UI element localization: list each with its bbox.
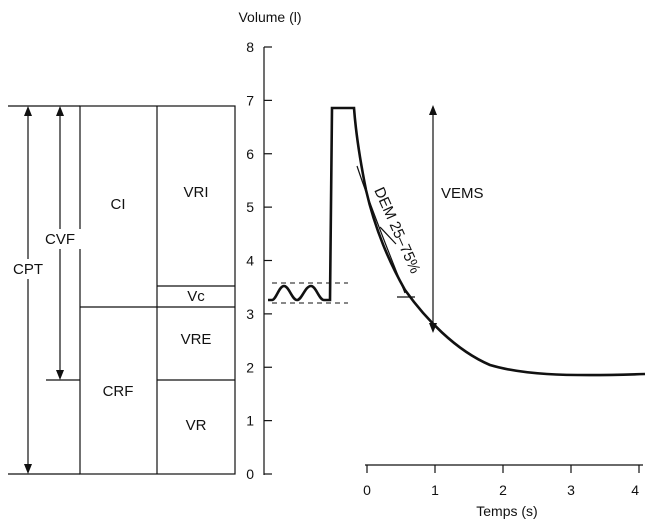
label-cvf: CVF bbox=[45, 231, 75, 248]
y-tick-label: 2 bbox=[246, 359, 254, 375]
y-axis-title: Volume (l) bbox=[238, 9, 301, 25]
label-vr: VR bbox=[186, 417, 207, 434]
cpt-arrow-head-up bbox=[24, 106, 32, 116]
y-tick-label: 5 bbox=[246, 199, 254, 215]
label-vri: VRI bbox=[183, 184, 208, 201]
x-tick-label: 3 bbox=[567, 482, 575, 498]
label-vc: Vc bbox=[187, 288, 205, 305]
x-axis: 0 1 2 3 4 Temps (s) bbox=[363, 464, 643, 519]
spirometry-curve: DEM 25–75% bbox=[268, 106, 646, 377]
y-tick-label: 0 bbox=[246, 466, 254, 482]
x-axis-title: Temps (s) bbox=[476, 503, 537, 519]
y-ticks: 0 1 2 3 4 5 6 7 8 bbox=[246, 39, 272, 482]
y-tick-label: 6 bbox=[246, 146, 254, 162]
vems-arrow-head-up bbox=[429, 105, 437, 115]
y-tick-label: 1 bbox=[246, 413, 254, 429]
y-tick-label: 3 bbox=[246, 306, 254, 322]
y-tick-label: 4 bbox=[246, 253, 254, 269]
label-vre: VRE bbox=[181, 331, 212, 348]
x-ticks: 0 1 2 3 4 bbox=[363, 465, 640, 498]
dem-label-leader bbox=[379, 226, 397, 245]
label-crf: CRF bbox=[103, 383, 134, 400]
cpt-arrow: CPT bbox=[5, 105, 80, 475]
x-tick-label: 4 bbox=[631, 482, 639, 498]
cvf-arrow: CVF bbox=[38, 106, 82, 381]
volume-time-curve bbox=[268, 106, 646, 377]
label-cpt: CPT bbox=[13, 261, 43, 278]
cvf-label-bg bbox=[38, 229, 82, 249]
y-axis: Volume (l) 0 1 2 3 4 5 6 7 8 bbox=[238, 9, 301, 482]
cpt-label-bg bbox=[5, 259, 53, 279]
x-tick-label: 0 bbox=[363, 482, 371, 498]
label-vems: VEMS bbox=[441, 185, 484, 202]
volume-compartments: CI CRF VRI Vc VRE VR bbox=[79, 105, 236, 475]
cvf-arrow-head-up bbox=[56, 106, 64, 116]
y-tick-label: 8 bbox=[246, 39, 254, 55]
x-tick-label: 2 bbox=[499, 482, 507, 498]
label-ci: CI bbox=[111, 196, 126, 213]
y-tick-label: 7 bbox=[246, 92, 254, 108]
cvf-arrow-head-down bbox=[56, 370, 64, 380]
vems-arrow-head-down bbox=[429, 323, 437, 333]
vems-arrow: VEMS bbox=[429, 105, 484, 333]
dem-secant-line bbox=[356, 165, 406, 294]
cpt-arrow-head-down bbox=[24, 464, 32, 474]
x-tick-label: 1 bbox=[431, 482, 439, 498]
